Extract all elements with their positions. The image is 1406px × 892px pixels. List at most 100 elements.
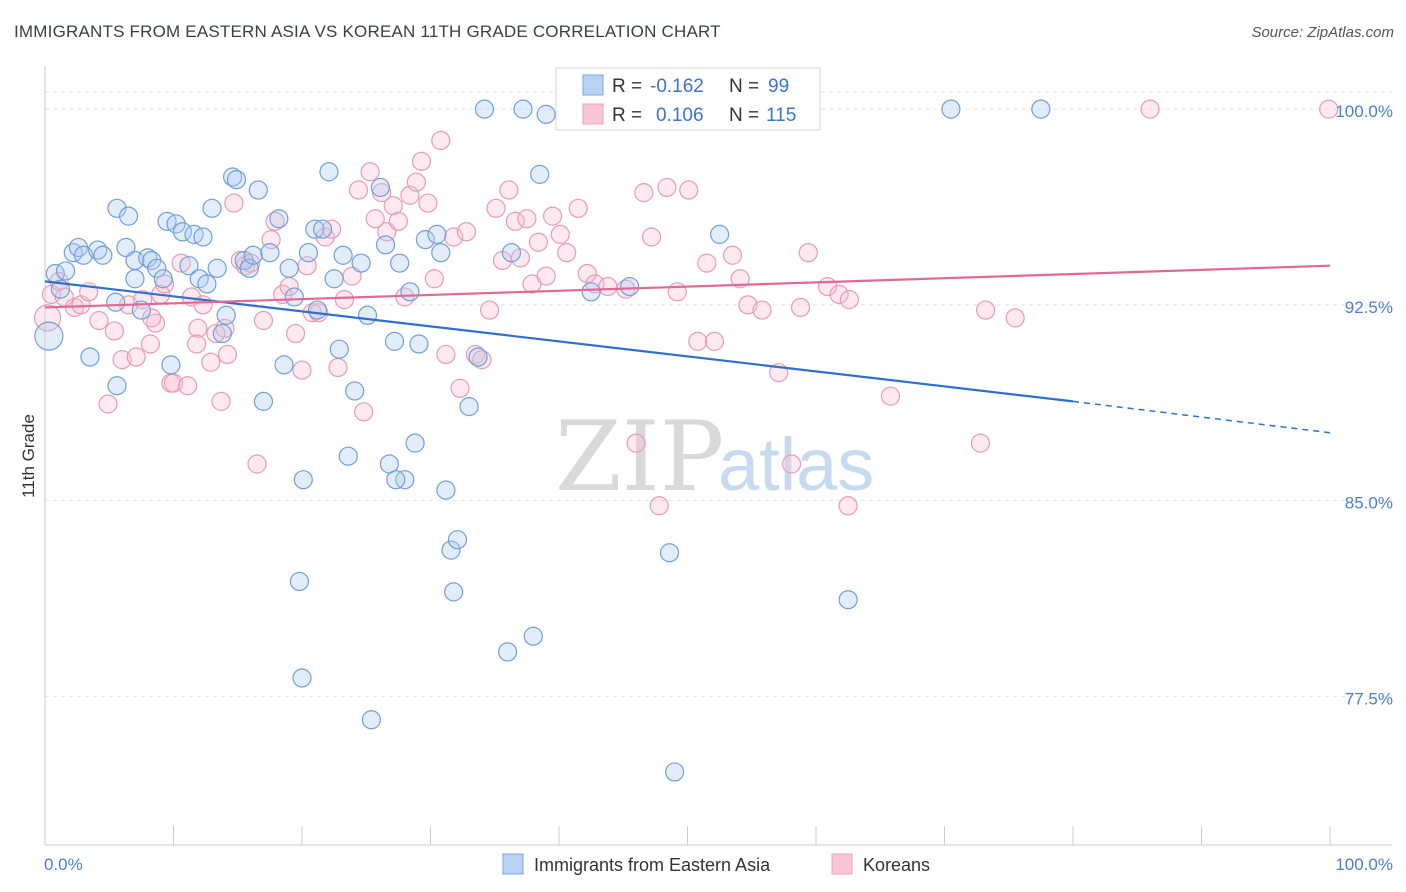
data-point (253, 391, 274, 411)
data-point (557, 243, 577, 263)
data-point (178, 376, 198, 396)
data-point (498, 642, 518, 662)
data-point (634, 183, 654, 203)
data-point (465, 344, 486, 365)
data-point (620, 276, 640, 297)
data-point (679, 180, 699, 200)
data-point (499, 180, 519, 200)
data-point (513, 99, 533, 119)
data-point (1031, 99, 1051, 119)
data-point (444, 582, 464, 602)
data-point (456, 222, 477, 242)
data-point (328, 357, 348, 378)
data-point (528, 232, 549, 252)
data-point (116, 237, 136, 258)
data-point (163, 373, 184, 393)
data-point (738, 295, 758, 315)
stats-n-label-1: N = (729, 76, 759, 97)
data-point (106, 292, 126, 312)
data-point (334, 290, 355, 310)
x-axis-labels: 0.0% 100.0% (44, 855, 1393, 874)
data-point (400, 282, 420, 302)
data-point (104, 321, 124, 341)
data-point (285, 323, 306, 344)
data-point (140, 334, 160, 354)
data-point (211, 391, 231, 411)
data-point (581, 282, 601, 302)
watermark-atlas: atlas (718, 423, 874, 506)
grid-lines (45, 91, 1392, 697)
data-point (431, 243, 451, 263)
data-point (216, 305, 236, 325)
data-point (73, 245, 94, 265)
data-point (436, 480, 456, 500)
data-point (284, 287, 304, 307)
data-point (480, 300, 500, 320)
data-point (418, 193, 438, 213)
data-point (188, 318, 208, 338)
data-point (292, 360, 312, 380)
data-point (550, 224, 570, 244)
y-tick-label: 92.5% (1345, 298, 1393, 317)
data-point (279, 258, 299, 278)
data-point (248, 180, 268, 200)
data-point (274, 355, 294, 375)
data-point (384, 331, 405, 351)
data-point (568, 198, 588, 218)
data-point (424, 269, 444, 289)
data-point (348, 180, 369, 200)
data-point (55, 261, 76, 281)
data-point (730, 269, 750, 289)
data-point (474, 99, 495, 119)
data-point (360, 162, 380, 182)
data-point (338, 446, 358, 466)
data-point (217, 344, 238, 365)
data-point (375, 235, 396, 255)
stats-n-value-2: 115 (766, 105, 796, 126)
data-point (641, 227, 662, 247)
data-point (89, 310, 109, 331)
data-point (107, 376, 127, 396)
data-point (649, 496, 669, 516)
stats-legend: R = -0.162 N = 99 R = 0.106 N = 115 (555, 67, 821, 131)
data-point (468, 347, 488, 367)
data-point (1319, 99, 1339, 119)
data-point (171, 253, 191, 273)
data-point (665, 762, 685, 782)
data-point (523, 626, 543, 646)
data-point (510, 248, 531, 268)
data-point (839, 290, 860, 310)
data-point (172, 222, 193, 242)
data-point (212, 323, 232, 344)
data-point (688, 331, 708, 351)
data-point (880, 386, 901, 406)
data-point (1005, 308, 1025, 328)
data-point (34, 321, 64, 351)
data-point (260, 243, 280, 263)
data-point (126, 347, 146, 367)
data-point (415, 230, 435, 250)
data-point (226, 169, 247, 190)
data-point (357, 305, 378, 325)
data-point (386, 470, 406, 490)
data-point (542, 206, 563, 226)
data-point (247, 454, 267, 474)
data-point (459, 397, 479, 417)
data-point (147, 258, 167, 278)
data-point (838, 590, 858, 610)
data-point (201, 352, 221, 372)
data-point (598, 276, 618, 297)
data-point (444, 227, 464, 247)
data-point (206, 323, 226, 344)
y-tick-label: 85.0% (1345, 494, 1393, 513)
stats-swatch-pink (582, 103, 604, 125)
data-point (197, 274, 217, 294)
data-point (361, 710, 381, 730)
data-point (207, 258, 227, 278)
legend-swatch-koreans (831, 853, 853, 875)
data-point (405, 433, 425, 453)
data-point (436, 344, 456, 365)
data-point (153, 269, 173, 289)
data-point (112, 350, 132, 370)
